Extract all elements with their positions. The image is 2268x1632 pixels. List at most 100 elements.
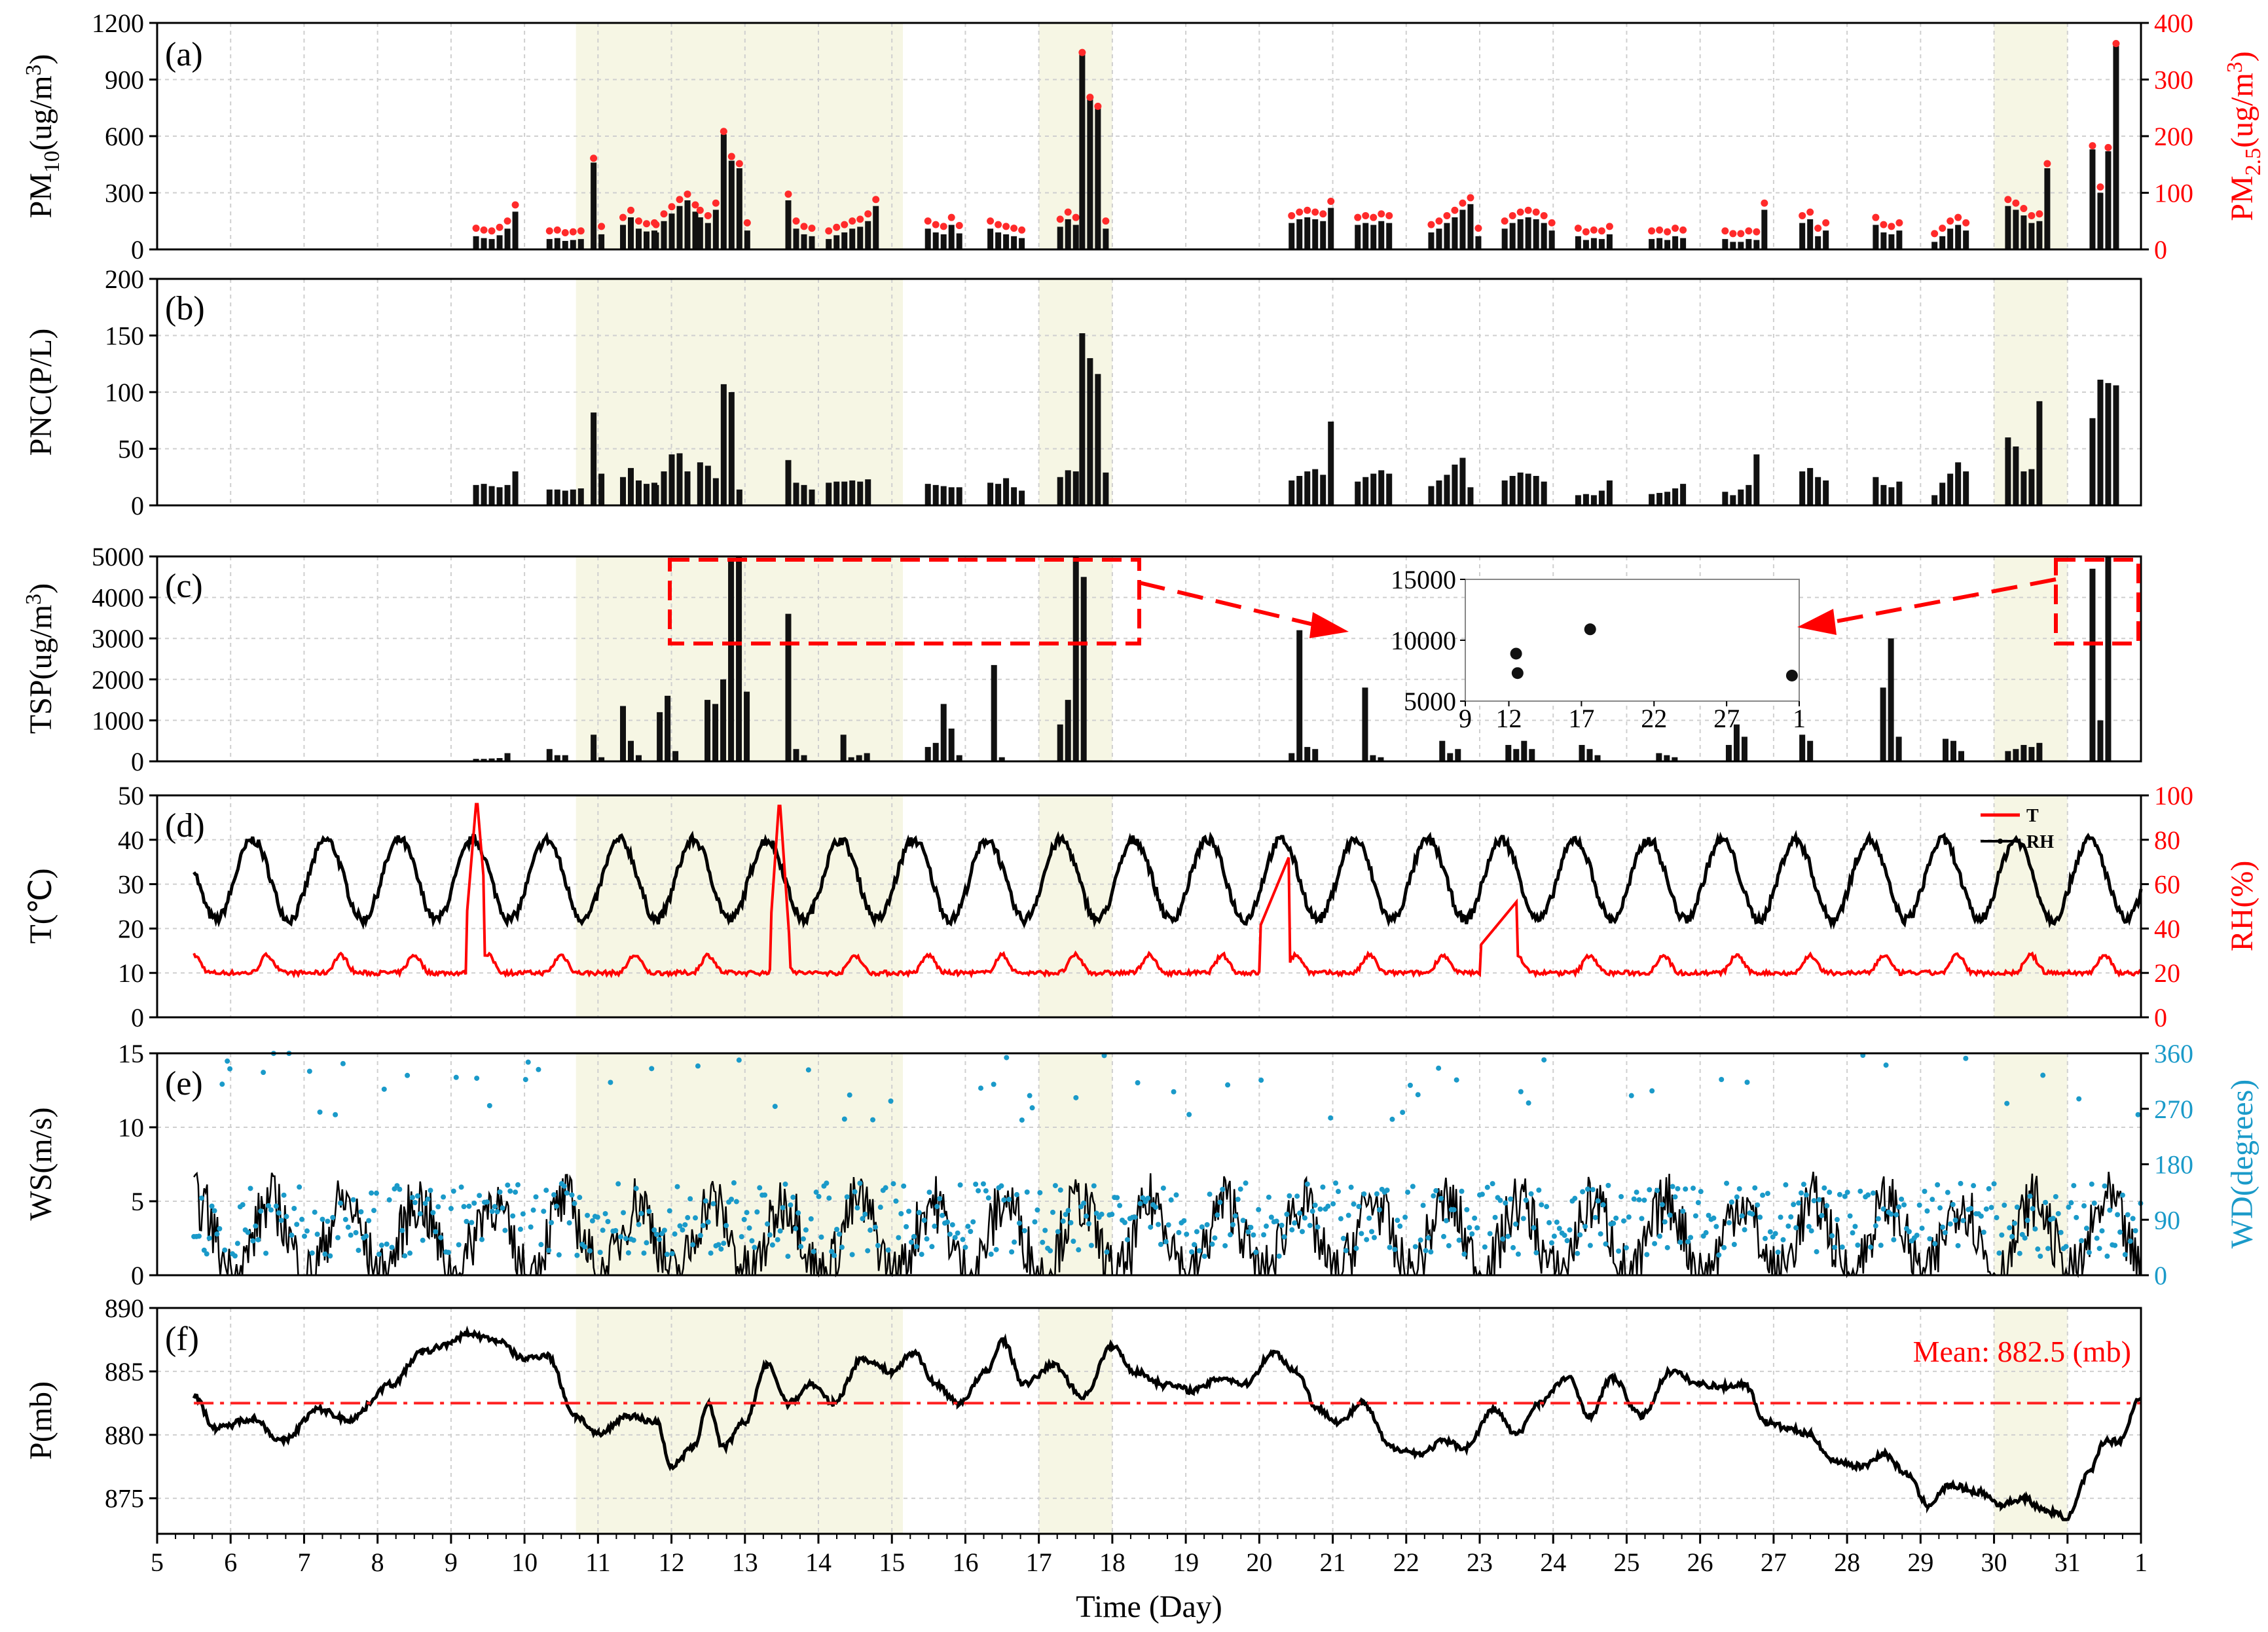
wd-point bbox=[317, 1109, 323, 1115]
wd-point bbox=[2130, 1216, 2136, 1222]
pm10-bar bbox=[697, 217, 703, 249]
wd-point bbox=[433, 1229, 439, 1235]
wd-point bbox=[682, 1222, 688, 1227]
ytick-label-a: 1200 bbox=[92, 9, 144, 38]
pm10-bar bbox=[1003, 234, 1010, 249]
pm25-point bbox=[676, 196, 684, 204]
wd-point bbox=[641, 1250, 647, 1256]
xtick-label: 26 bbox=[1687, 1548, 1713, 1577]
wd-point bbox=[435, 1204, 441, 1210]
wd-point bbox=[875, 1242, 881, 1248]
wd-point bbox=[551, 1192, 557, 1198]
ytick-label-c: 3000 bbox=[92, 624, 144, 653]
wd-point bbox=[302, 1233, 308, 1239]
wd-point bbox=[422, 1201, 428, 1206]
wd-point bbox=[991, 1081, 997, 1087]
wd-point bbox=[358, 1209, 364, 1215]
wd-point bbox=[664, 1252, 670, 1258]
pnc-bar bbox=[809, 489, 815, 505]
wd-point bbox=[1479, 1191, 1485, 1197]
panel-d-ylabel: T(℃) bbox=[24, 868, 58, 943]
pnc-bar bbox=[1328, 421, 1334, 505]
pnc-bar bbox=[562, 490, 568, 505]
pm10-bar bbox=[1888, 234, 1895, 249]
pnc-bar bbox=[1823, 480, 1829, 505]
wd-point bbox=[211, 1208, 217, 1214]
y2tick-label-e: 90 bbox=[2154, 1205, 2180, 1235]
wd-point bbox=[872, 1224, 878, 1230]
tsp-bar bbox=[801, 755, 807, 761]
wd-point bbox=[196, 1233, 202, 1239]
wd-point bbox=[834, 1226, 840, 1232]
pnc-bar bbox=[987, 482, 994, 505]
pnc-bar bbox=[736, 489, 742, 505]
wd-point bbox=[985, 1195, 991, 1201]
pm10-bar bbox=[512, 211, 519, 249]
wd-point bbox=[263, 1250, 269, 1256]
ytick-label-d: 50 bbox=[118, 781, 144, 810]
wd-point bbox=[240, 1202, 246, 1208]
wd-point bbox=[1937, 1205, 1943, 1211]
wd-point bbox=[677, 1223, 683, 1229]
wd-point bbox=[983, 1188, 989, 1194]
wd-point bbox=[384, 1241, 390, 1247]
pm10-bar bbox=[1896, 230, 1903, 249]
wd-point bbox=[608, 1079, 613, 1085]
wd-point bbox=[1603, 1241, 1609, 1247]
wd-point bbox=[1721, 1244, 1727, 1250]
pnc-bar bbox=[1680, 484, 1687, 505]
pm10-bar bbox=[801, 234, 807, 249]
pnc-bar bbox=[628, 467, 634, 505]
pnc-bar bbox=[1598, 490, 1605, 505]
wd-point bbox=[1986, 1186, 1992, 1191]
pm25-point bbox=[503, 217, 511, 225]
wd-point bbox=[1132, 1214, 1138, 1220]
pnc-bar bbox=[1888, 487, 1895, 505]
pm10-bar bbox=[488, 239, 495, 249]
wd-point bbox=[1647, 1187, 1653, 1193]
wd-point bbox=[1595, 1198, 1601, 1204]
wd-point bbox=[1520, 1216, 1526, 1222]
pm10-bar bbox=[473, 236, 479, 249]
wd-point bbox=[389, 1244, 395, 1250]
panel-c-ylabel-close: ) bbox=[24, 583, 58, 594]
wd-point bbox=[1459, 1188, 1465, 1194]
xtick-label: 17 bbox=[1026, 1548, 1052, 1577]
pm10-bar bbox=[728, 160, 735, 249]
pm25-point bbox=[511, 201, 519, 209]
panel-a-ylabel: PM10(ug/m3) bbox=[22, 54, 64, 218]
tsp-bar bbox=[1529, 749, 1535, 761]
pnc-bar bbox=[1320, 475, 1326, 505]
pm25-point bbox=[684, 190, 691, 198]
wd-point bbox=[2132, 1228, 2138, 1234]
wd-point bbox=[898, 1211, 904, 1217]
ws-series-line bbox=[193, 1171, 2142, 1278]
panel-f-letter: (f) bbox=[165, 1320, 199, 1358]
pm10-bar bbox=[932, 232, 939, 249]
pm25-point bbox=[696, 206, 704, 214]
wd-point bbox=[1196, 1248, 1202, 1254]
tsp-bar bbox=[840, 734, 847, 761]
xtick-label: 29 bbox=[1907, 1548, 1933, 1577]
wd-point bbox=[1834, 1217, 1840, 1223]
wd-point bbox=[1868, 1244, 1874, 1250]
pm10-bar bbox=[1289, 223, 1295, 249]
wd-point bbox=[621, 1210, 627, 1216]
xtick-label: 27 bbox=[1761, 1548, 1787, 1577]
wd-point bbox=[1728, 1199, 1734, 1205]
wd-point bbox=[883, 1185, 888, 1191]
wd-point bbox=[1639, 1216, 1645, 1222]
wd-point bbox=[1968, 1206, 1974, 1212]
wd-point bbox=[1865, 1192, 1871, 1198]
pm25-point bbox=[1806, 208, 1814, 216]
pm10-bar bbox=[668, 213, 675, 249]
y2tick-label-a: 300 bbox=[2154, 65, 2193, 95]
wd-point bbox=[1194, 1229, 1199, 1235]
wd-point bbox=[1284, 1211, 1290, 1217]
wd-point bbox=[453, 1074, 459, 1080]
ytick-label-d: 0 bbox=[131, 1003, 144, 1032]
wd-point bbox=[613, 1227, 619, 1233]
pm10-bar bbox=[1931, 242, 1938, 249]
pnc-bar bbox=[577, 488, 584, 505]
